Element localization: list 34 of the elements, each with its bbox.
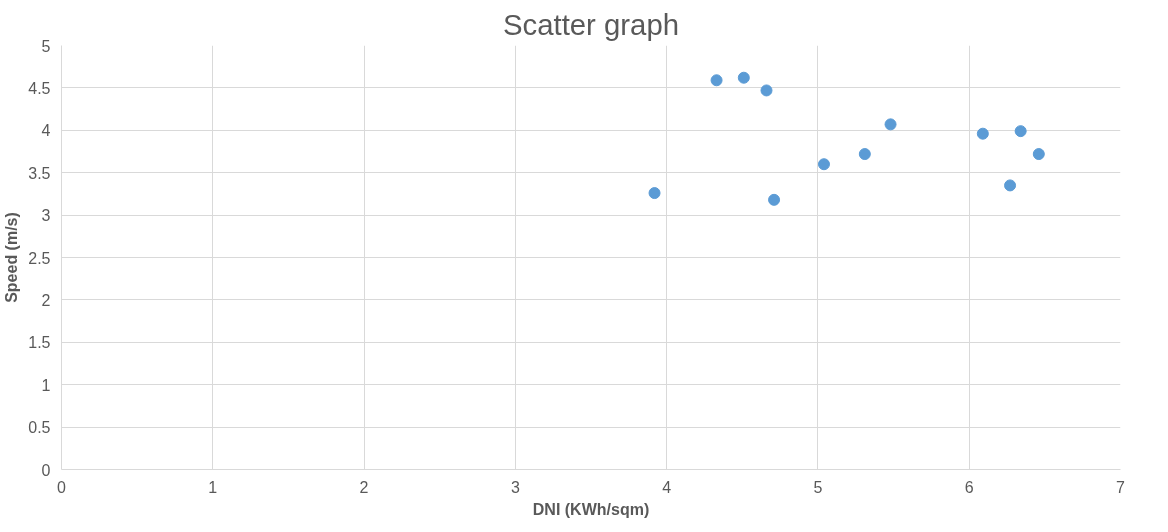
- point: [976, 127, 989, 140]
- y-tick-label: 4.5: [28, 79, 51, 97]
- point: [858, 148, 871, 161]
- x-tick-label: 6: [964, 478, 974, 496]
- x-tick-label: 7: [1116, 478, 1126, 496]
- y-tick-label: 1.5: [28, 334, 51, 352]
- x-axis-title: DNI (KWh/sqm): [532, 500, 650, 518]
- y-tick-label: 3: [41, 207, 51, 225]
- x-tick-label: 3: [510, 478, 520, 496]
- y-tick-label: 2: [41, 291, 51, 309]
- y-tick-label: 4: [41, 122, 51, 140]
- y-tick-label: 0: [41, 461, 51, 479]
- y-tick-label: 0.5: [28, 419, 51, 437]
- point: [884, 118, 897, 131]
- point: [737, 71, 750, 84]
- x-tick-label: 2: [359, 478, 369, 496]
- x-tick-label: 5: [813, 478, 823, 496]
- y-tick-label: 1: [41, 376, 51, 394]
- point: [710, 74, 723, 87]
- point: [817, 158, 830, 171]
- point: [1004, 179, 1017, 192]
- point: [760, 84, 773, 97]
- point: [648, 187, 661, 200]
- point: [1014, 125, 1027, 138]
- x-tick-label: 0: [57, 478, 67, 496]
- y-tick-label: 3.5: [28, 164, 51, 182]
- y-axis-title: Speed (m/s): [3, 212, 21, 303]
- y-tick-label: 2.5: [28, 249, 51, 267]
- x-tick-label: 4: [662, 478, 672, 496]
- y-tick-label: 5: [41, 37, 51, 55]
- point: [768, 193, 781, 206]
- point: [1032, 148, 1045, 161]
- x-tick-label: 1: [208, 478, 218, 496]
- chart-title: Scatter graph: [502, 7, 680, 41]
